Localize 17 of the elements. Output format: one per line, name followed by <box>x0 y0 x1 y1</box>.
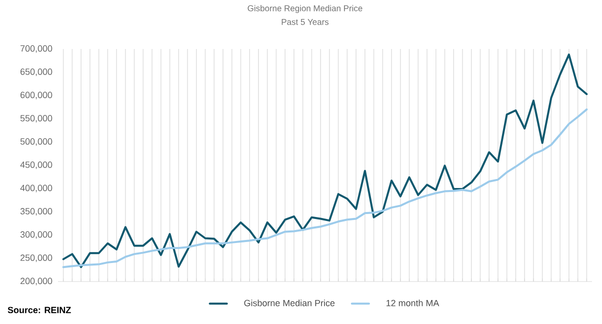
source-note: Source: REINZ <box>8 306 71 314</box>
y-tick-label: 550,000 <box>20 115 52 122</box>
y-tick-label: 300,000 <box>20 231 52 239</box>
y-tick-label: 500,000 <box>20 138 52 146</box>
y-tick-label: 600,000 <box>20 92 52 100</box>
y-tick-label: 350,000 <box>20 208 52 216</box>
legend-label: 12 month MA <box>386 300 440 306</box>
chart-title: Gisborne Region Median Price <box>248 5 362 13</box>
y-tick-label: 450,000 <box>20 162 52 169</box>
chart-subtitle: Past 5 Years <box>282 19 329 25</box>
y-tick-label: 650,000 <box>20 68 52 76</box>
line-series <box>62 54 588 268</box>
y-tick-label: 400,000 <box>20 184 52 192</box>
y-tick-label: 200,000 <box>20 278 52 286</box>
y-tick-label: 700,000 <box>20 45 52 53</box>
y-tick-label: 250,000 <box>20 254 52 262</box>
legend-label: Gisborne Median Price <box>244 300 335 306</box>
